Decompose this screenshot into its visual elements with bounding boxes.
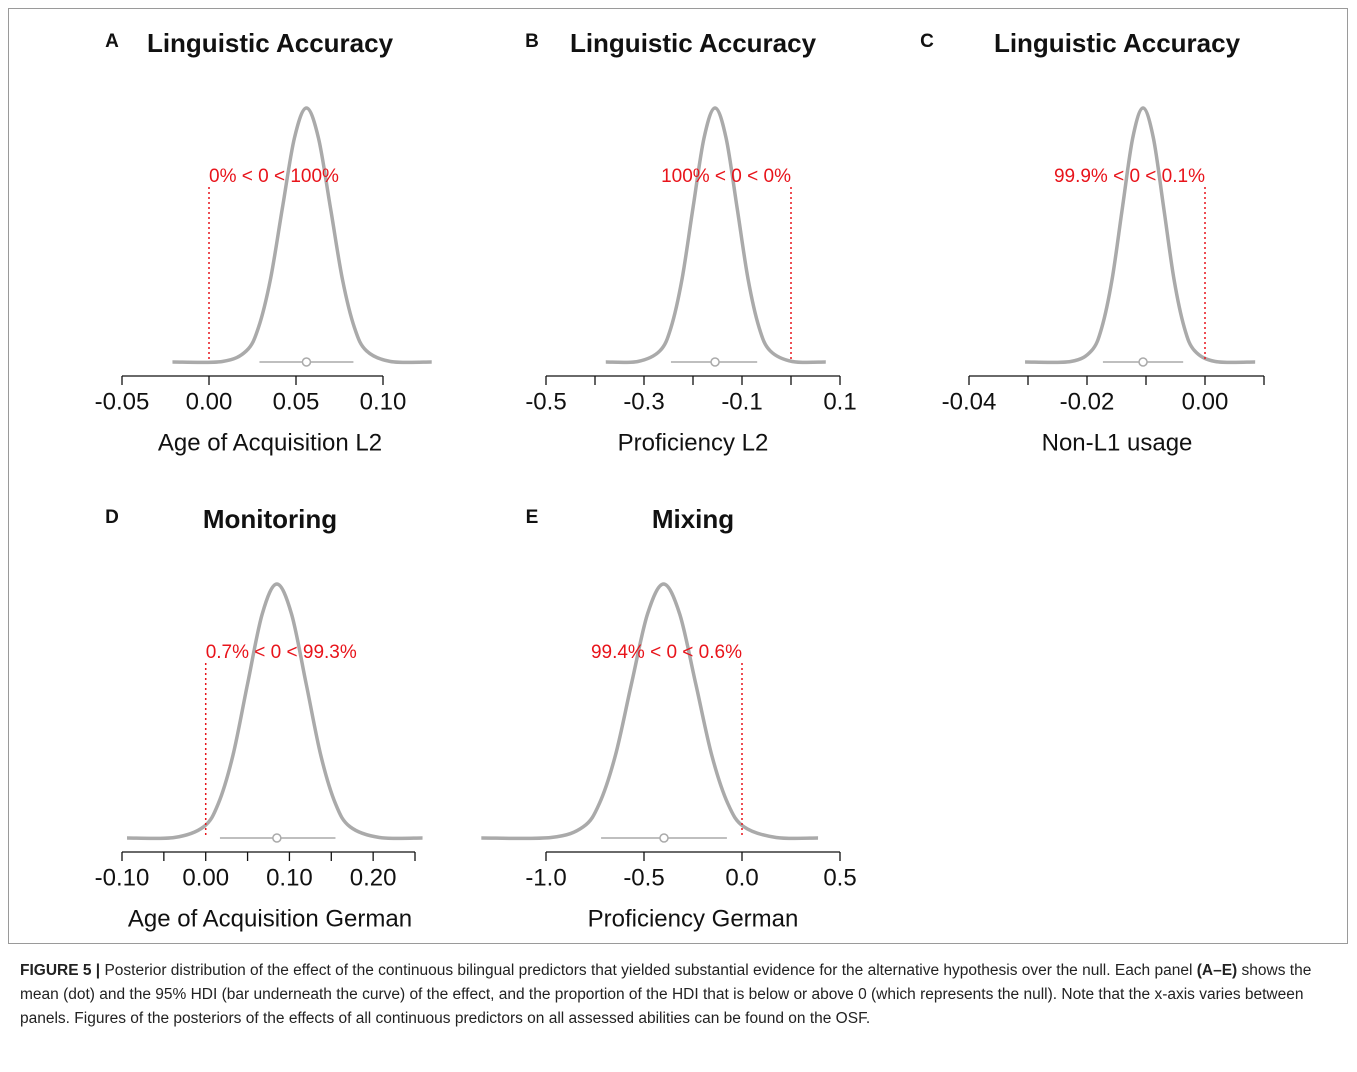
x-tick-label: -0.3 <box>623 388 664 415</box>
x-axis-label: Age of Acquisition L2 <box>158 429 382 456</box>
x-tick-label: 0.10 <box>266 864 313 891</box>
caption: FIGURE 5 | Posterior distribution of the… <box>20 959 1342 1031</box>
x-tick-label: 0.0 <box>725 864 758 891</box>
x-tick-label: -1.0 <box>525 864 566 891</box>
x-tick-label: -0.04 <box>942 388 997 415</box>
panel-label: A <box>105 31 119 52</box>
mean-dot <box>301 357 312 367</box>
panel-title: Mixing <box>652 504 734 534</box>
x-tick-label: -0.1 <box>721 388 762 415</box>
x-tick-label: -0.10 <box>95 864 150 891</box>
x-axis-label: Non-L1 usage <box>1042 429 1193 456</box>
density-curve <box>605 106 826 365</box>
panel-label: E <box>526 507 539 528</box>
caption-text: shows the mean (dot) and the 95% HDI (ba… <box>20 962 1312 1027</box>
annotation: 99.4% < 0 < 0.6% <box>591 642 742 663</box>
x-axis-label: Proficiency L2 <box>618 429 769 456</box>
figure-frame <box>8 8 1348 944</box>
panel-title: Linguistic Accuracy <box>994 28 1241 58</box>
x-tick-label: -0.02 <box>1060 388 1115 415</box>
density-curve <box>481 582 819 841</box>
x-tick-label: 0.20 <box>350 864 397 891</box>
x-tick-label: 0.05 <box>273 388 320 415</box>
x-tick-label: 0.00 <box>186 388 233 415</box>
mean-dot <box>710 357 720 367</box>
x-tick-label: -0.5 <box>525 388 566 415</box>
x-tick-label: 0.00 <box>1182 388 1229 415</box>
x-tick-label: -0.05 <box>95 388 150 415</box>
mean-dot <box>659 833 669 843</box>
figure: A Linguistic Accuracy -0.05 0.00 0.05 0.10 Age… <box>95 28 1265 932</box>
panel-title: Linguistic Accuracy <box>147 28 394 58</box>
caption-bold: (A–E) <box>1196 962 1238 979</box>
annotation: 100% < 0 < 0% <box>661 166 791 187</box>
panel-title: Monitoring <box>203 504 337 534</box>
panel-label: D <box>105 507 119 528</box>
density-curve <box>1025 106 1256 365</box>
x-axis-label: Age of Acquisition German <box>128 905 412 932</box>
x-tick-label: 0.1 <box>823 388 856 415</box>
panel-title: Linguistic Accuracy <box>570 28 817 58</box>
caption-text: Posterior distribution of the effect of … <box>104 962 1193 979</box>
density-curve <box>172 106 432 365</box>
x-tick-label: 0.10 <box>360 388 407 415</box>
x-tick-label: 0.00 <box>182 864 229 891</box>
caption-label: FIGURE 5 | <box>20 962 101 979</box>
annotation: 99.9% < 0 < 0.1% <box>1054 166 1205 187</box>
panel-label: B <box>525 31 539 52</box>
panel-label: C <box>920 31 934 52</box>
annotation: 0% < 0 < 100% <box>209 166 339 187</box>
annotation: 0.7% < 0 < 99.3% <box>206 642 357 663</box>
density-curve <box>127 582 423 841</box>
x-axis-label: Proficiency German <box>588 905 799 932</box>
x-tick-label: 0.5 <box>823 864 856 891</box>
mean-dot <box>272 833 282 843</box>
x-tick-label: -0.5 <box>623 864 664 891</box>
mean-dot <box>1138 357 1148 367</box>
